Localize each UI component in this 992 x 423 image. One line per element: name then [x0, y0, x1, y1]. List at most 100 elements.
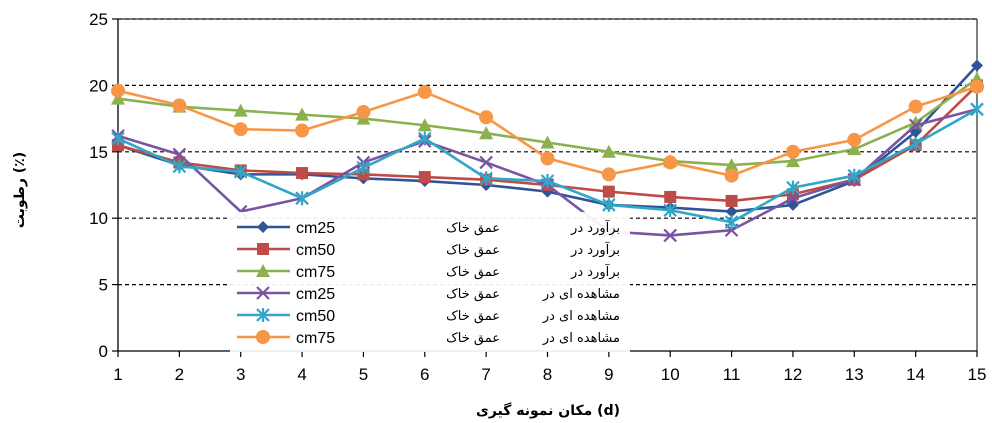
data-point — [256, 308, 270, 322]
data-point — [418, 131, 432, 146]
x-tick-label: 7 — [481, 365, 490, 384]
legend-background — [230, 212, 630, 352]
data-point — [847, 168, 862, 183]
data-point — [786, 191, 800, 206]
data-point — [295, 107, 310, 121]
legend-depth: عمق خاک — [446, 309, 500, 324]
legend-entry: cm50 عمق خاک برآورد در — [237, 241, 620, 259]
legend-depth: عمق خاک — [446, 221, 500, 236]
legend-label: مشاهده ای در — [542, 331, 620, 346]
data-point — [602, 197, 616, 212]
data-point — [540, 151, 555, 166]
data-point — [256, 264, 270, 277]
legend-depth: عمق خاک — [446, 331, 500, 346]
data-point — [786, 180, 800, 195]
data-point — [724, 158, 739, 172]
x-tick-label: 8 — [543, 365, 552, 384]
data-point — [663, 228, 677, 243]
data-point — [233, 164, 248, 179]
data-point — [601, 144, 616, 158]
data-point — [172, 98, 187, 113]
data-point — [111, 131, 125, 146]
x-tick-label: 11 — [723, 365, 741, 384]
legend-entry: cm50 عمق خاک مشاهده ای در — [237, 308, 620, 325]
legend-unit: cm75 — [296, 264, 335, 281]
data-point — [233, 122, 248, 137]
legend: cm25 عمق خاک برآورد در cm50 عمق خاک برآورد در… — [230, 212, 630, 352]
data-point — [847, 132, 862, 147]
data-point — [256, 286, 270, 300]
x-tick-label: 9 — [604, 365, 613, 384]
data-point — [417, 85, 432, 100]
series-5 — [111, 102, 984, 230]
data-point — [479, 126, 494, 140]
data-point — [418, 171, 431, 184]
y-tick-label: 10 — [89, 209, 108, 228]
x-tick-label: 1 — [113, 365, 122, 384]
data-point — [295, 191, 309, 206]
data-point — [908, 118, 923, 133]
data-point — [724, 215, 739, 230]
data-point — [479, 155, 493, 170]
x-tick-label: 10 — [661, 365, 680, 384]
data-point — [172, 147, 187, 162]
legend-entry: cm75 عمق خاک برآورد در — [237, 263, 620, 281]
data-point — [111, 83, 125, 98]
data-point — [256, 330, 270, 344]
y-tick-label: 5 — [99, 276, 108, 295]
legend-unit: cm75 — [296, 330, 335, 347]
data-point — [601, 167, 616, 182]
x-tick-label: 12 — [783, 365, 802, 384]
x-tick-label: 15 — [968, 365, 987, 384]
data-point — [479, 110, 494, 125]
legend-label: مشاهده ای در — [542, 309, 620, 324]
legend-entry: cm75 عمق خاک مشاهده ای در — [237, 330, 620, 347]
legend-entry: cm25 عمق خاک مشاهده ای در — [237, 286, 620, 303]
legend-depth: عمق خاک — [446, 243, 500, 258]
x-tick-label: 5 — [359, 365, 368, 384]
data-point — [785, 144, 800, 159]
data-point — [296, 167, 309, 180]
data-point — [970, 102, 984, 117]
data-point — [257, 221, 269, 233]
data-point — [970, 79, 984, 94]
y-tick-label: 20 — [89, 76, 108, 95]
data-point — [602, 185, 615, 198]
legend-unit: cm25 — [296, 220, 335, 237]
data-point — [172, 159, 187, 174]
series-6 — [111, 79, 984, 183]
data-point — [847, 142, 862, 156]
data-point — [725, 205, 738, 218]
series-layer — [111, 59, 984, 243]
legend-depth: عمق خاک — [446, 265, 500, 280]
data-point — [663, 203, 677, 218]
legend-label: مشاهده ای در — [542, 287, 620, 302]
y-tick-label: 0 — [99, 342, 108, 361]
legend-label: برآورد در — [570, 219, 620, 236]
x-tick-label: 2 — [175, 365, 184, 384]
x-tick-label: 13 — [845, 365, 864, 384]
x-axis-title: مکان نمونه گیری (d) — [476, 402, 620, 419]
data-point — [724, 168, 739, 183]
x-tick-label: 4 — [297, 365, 306, 384]
data-point — [111, 91, 125, 105]
data-point — [540, 174, 555, 189]
data-point — [356, 160, 371, 175]
x-tick-label: 6 — [420, 365, 429, 384]
data-point — [540, 135, 555, 149]
data-point — [908, 99, 923, 114]
data-point — [663, 155, 678, 170]
data-point — [356, 104, 371, 119]
legend-unit: cm50 — [296, 242, 335, 259]
data-point — [417, 118, 432, 132]
legend-label: برآورد در — [570, 263, 620, 280]
x-tick-label: 3 — [236, 365, 245, 384]
data-point — [257, 243, 269, 255]
data-point — [908, 136, 923, 151]
x-tick-label: 14 — [906, 365, 925, 384]
y-tick-label: 25 — [89, 10, 108, 29]
data-point — [725, 194, 738, 207]
legend-unit: cm50 — [296, 308, 335, 325]
